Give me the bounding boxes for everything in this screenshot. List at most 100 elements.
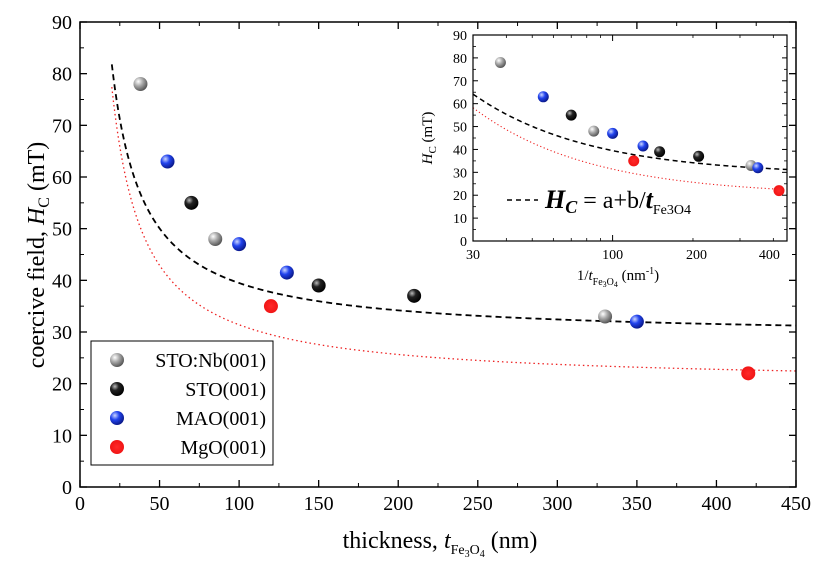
legend-label-mgo: MgO(001) (180, 437, 266, 459)
x-axis-title-sub-n2: 4 (480, 549, 485, 560)
legend: STO:Nb(001) STO(001) MAO(001) MgO(001) (90, 340, 274, 466)
y-tick-label: 80 (52, 64, 72, 86)
x-tick-label: 150 (304, 493, 334, 515)
inset-fit-curve-mgo (473, 107, 787, 191)
equation-rhs-subscript: Fe3O4 (653, 203, 691, 218)
inset-point-sto-nb-001-0 (494, 56, 506, 68)
inset-y-tick-label: 30 (453, 166, 467, 181)
y-axis-title-unit: (mT) (24, 142, 50, 197)
x-axis-title-unit: (nm) (485, 528, 538, 554)
inset-plot-area (473, 56, 787, 197)
y-tick-label: 70 (52, 115, 72, 137)
inset-x-axis-title-prefix: 1/ (577, 268, 590, 284)
inset-y-tick-label: 10 (453, 212, 467, 227)
legend-label-sto-nb: STO:Nb(001) (155, 350, 266, 372)
x-tick-label: 250 (463, 493, 493, 515)
main-point-sto-nb-001-1 (208, 232, 223, 246)
inset-y-tick-label: 90 (453, 29, 467, 44)
y-tick-label: 30 (52, 322, 72, 344)
y-tick-label: 90 (52, 12, 72, 34)
main-plot-area (110, 64, 796, 381)
inset-x-axis-title-unit: (nm (618, 268, 646, 284)
y-axis-title-symbol: H (24, 206, 50, 226)
x-axis-title-symbol: t (444, 528, 452, 554)
y-tick-label: 60 (52, 167, 72, 189)
inset-y-axis-title-unit: (mT) (420, 112, 436, 147)
equation-rhs: = a+b/ (577, 188, 646, 214)
main-point-sto-001-0 (184, 195, 199, 210)
inset-x-axis-title-sub-fe: Fe (593, 277, 604, 288)
inset-point-sto-001-2 (693, 150, 705, 162)
inset-fit-curve-substrates (473, 93, 787, 171)
inset-x-tick-label: 400 (759, 248, 780, 263)
equation-lhs-subscript: C (565, 197, 578, 217)
legend-label-sto: STO(001) (185, 379, 266, 401)
x-axis-title-prefix: thickness, (343, 528, 444, 554)
main-point-sto-nb-001-2 (598, 309, 613, 324)
main-fit-curve-mgo (111, 87, 796, 372)
y-tick-label: 20 (52, 374, 72, 396)
inset-point-mao-001-0 (537, 91, 549, 103)
inset-point-mgo-001-0 (628, 155, 640, 167)
inset-x-axis-title: 1/tFe3O4 (nm-1) (577, 266, 659, 289)
inset-x-axis-title-symbol: t (589, 268, 594, 284)
x-tick-label: 200 (383, 493, 413, 515)
inset-x-tick-label: 200 (686, 248, 707, 263)
y-axis-title: coercive field, HC (mT) (24, 142, 53, 369)
legend-marker-mgo-001 (110, 440, 124, 454)
inset-point-sto-001-0 (565, 109, 577, 121)
inset-y-tick-label: 80 (453, 52, 467, 67)
x-tick-label: 300 (542, 493, 572, 515)
legend-marker-mao-001 (110, 411, 124, 425)
inset-x-tick-label: 30 (466, 248, 480, 263)
main-point-sto-nb-001-0 (133, 77, 148, 91)
x-axis-title-sub-o: O (470, 543, 480, 558)
inset-x-axis-title-sub-n1: 3 (603, 280, 607, 289)
x-tick-label: 50 (150, 493, 170, 515)
y-tick-label: 0 (62, 477, 72, 499)
x-tick-label: 350 (622, 493, 652, 515)
inset-y-tick-label: 40 (453, 143, 467, 158)
x-tick-label: 0 (75, 493, 85, 515)
y-axis-title-prefix: coercive field, (24, 225, 50, 368)
main-axis-ticks: 0 50 100 150 200 250 300 350 400 450 0 10 20 30 40 50 60… (52, 12, 811, 515)
main-point-mgo-001-1 (741, 366, 756, 381)
inset-x-axis-title-close: ) (654, 268, 659, 284)
main-point-mao-001-3 (629, 314, 644, 329)
x-tick-label: 450 (781, 493, 811, 515)
inset-clip-group (473, 93, 787, 191)
inset-point-sto-001-1 (654, 146, 666, 158)
x-tick-label: 400 (701, 493, 731, 515)
legend-entries (110, 353, 124, 454)
main-point-sto-001-1 (311, 278, 326, 293)
fit-equation: HC = a+b/tFe3O4 (507, 185, 691, 218)
x-axis-title-sub-fe: Fe (451, 543, 465, 558)
main-point-mao-001-0 (160, 154, 175, 169)
main-point-mao-001-1 (232, 237, 247, 252)
inset-point-sto-nb-001-1 (588, 125, 600, 137)
inset-point-mao-001-1 (607, 127, 619, 139)
equation-rhs-symbol: t (646, 185, 654, 214)
equation-lhs-symbol: H (544, 185, 566, 214)
inset-x-axis-title-sub-o: O (607, 277, 614, 288)
x-axis-title: thickness, tFe3O4 (nm) (343, 528, 538, 560)
legend-marker-sto-nb-001 (110, 353, 124, 367)
inset-y-tick-label: 20 (453, 189, 467, 204)
inset-point-mgo-001-1 (773, 185, 785, 197)
x-axis-title-sub-n1: 3 (465, 549, 470, 560)
y-tick-label: 40 (52, 270, 72, 292)
inset-x-tick-label: 100 (602, 248, 623, 263)
inset-x-axis-title-sub-n2: 4 (614, 280, 618, 289)
inset-y-axis-title-subscript: C (427, 146, 439, 153)
inset-x-axis-title-exponent: -1 (646, 266, 654, 277)
inset-y-tick-label: 50 (453, 121, 467, 136)
main-point-mgo-001-0 (263, 299, 278, 314)
inset-y-tick-label: 70 (453, 75, 467, 90)
equation-text: HC = a+b/tFe3O4 (544, 185, 691, 218)
inset-point-mao-001-2 (637, 140, 649, 152)
inset-y-tick-label: 60 (453, 98, 467, 113)
y-axis-title-subscript: C (36, 197, 53, 208)
y-tick-label: 10 (52, 425, 72, 447)
